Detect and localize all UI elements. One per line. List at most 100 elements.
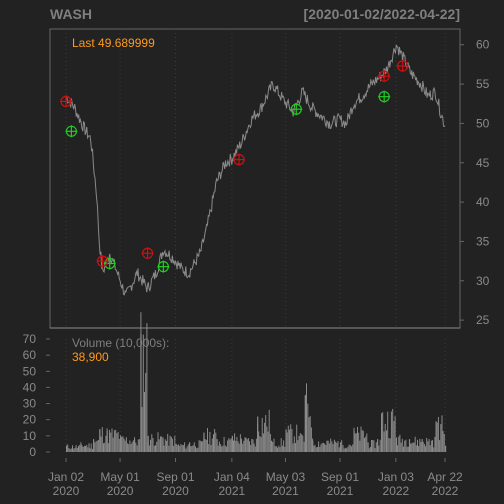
volume-bar	[296, 424, 298, 452]
volume-bars	[66, 312, 447, 452]
volume-bar	[67, 444, 69, 452]
volume-bar	[392, 408, 394, 452]
volume-bar	[158, 439, 160, 452]
volume-bar	[123, 438, 125, 452]
volume-bar	[415, 445, 417, 452]
volume-bar	[223, 437, 225, 452]
volume-bar	[410, 443, 412, 452]
volume-bar	[365, 436, 367, 452]
date-tick-month: Jan 04	[214, 470, 250, 484]
volume-bar	[155, 445, 156, 452]
volume-bar	[230, 438, 232, 452]
volume-bar	[379, 439, 381, 452]
volume-bar	[273, 438, 275, 452]
volume-bar-peak	[244, 439, 246, 452]
volume-bar	[179, 445, 181, 452]
volume-bar	[378, 445, 380, 452]
volume-bar	[328, 443, 330, 452]
volume-bar-peak	[340, 442, 342, 452]
volume-bar	[382, 412, 384, 452]
volume-bar	[316, 447, 318, 452]
sell-signal-marker	[60, 95, 72, 108]
volume-bar	[249, 441, 250, 452]
volume-bar	[349, 445, 351, 452]
volume-bar	[268, 409, 270, 452]
volume-bar	[352, 444, 354, 452]
volume-bar	[279, 447, 281, 452]
volume-bar	[335, 441, 337, 452]
volume-bar	[423, 444, 425, 452]
volume-bar	[144, 391, 145, 452]
volume-bar	[187, 444, 189, 452]
volume-bar	[303, 441, 305, 452]
volume-bar	[337, 441, 339, 452]
volume-bar	[103, 443, 104, 452]
volume-bar	[302, 435, 304, 452]
volume-bar	[104, 442, 106, 452]
volume-bar-peak	[326, 440, 328, 452]
volume-bar	[297, 440, 299, 452]
volume-bar	[330, 438, 332, 452]
volume-bar	[443, 434, 445, 452]
volume-bar	[255, 438, 257, 452]
volume-bar	[247, 438, 249, 452]
volume-bar	[434, 437, 436, 452]
volume-bar	[407, 446, 409, 452]
volume-bar	[121, 436, 123, 452]
volume-bar	[79, 444, 81, 452]
date-tick-month: May 01	[100, 470, 140, 484]
volume-bar	[401, 438, 403, 452]
volume-tick-label: 0	[29, 445, 36, 459]
volume-bar	[362, 430, 364, 452]
volume-bar	[280, 438, 282, 452]
volume-bar	[309, 416, 311, 452]
volume-bar	[261, 417, 263, 452]
volume-bar	[89, 448, 91, 452]
volume-bar	[181, 444, 183, 452]
volume-bar-peak	[257, 416, 259, 452]
volume-bar	[209, 431, 211, 452]
date-tick-year: 2021	[218, 484, 245, 498]
volume-bar	[167, 433, 169, 452]
price-tick-label: 35	[476, 234, 490, 248]
price-tick-label: 50	[476, 116, 490, 130]
volume-bar	[306, 383, 307, 452]
volume-bar	[344, 447, 346, 452]
volume-bar	[321, 442, 323, 452]
volume-bar	[196, 448, 198, 452]
volume-bar	[156, 441, 158, 452]
volume-bar	[364, 437, 365, 452]
volume-bar	[403, 446, 404, 452]
volume-bar	[116, 433, 118, 452]
volume-bar	[72, 445, 73, 452]
volume-bar-peak	[312, 440, 314, 452]
volume-bar-peak	[106, 431, 108, 452]
volume-bar	[372, 439, 374, 452]
volume-bar	[236, 436, 238, 452]
volume-bar	[132, 440, 134, 452]
volume-bar	[383, 431, 385, 452]
date-tick-year: 2020	[162, 484, 189, 498]
volume-bar	[322, 442, 324, 452]
volume-bar	[229, 439, 231, 452]
volume-bar	[87, 447, 89, 452]
volume-bar	[413, 442, 415, 452]
volume-bar	[235, 440, 237, 452]
volume-bar	[185, 448, 187, 452]
volume-bar	[361, 430, 363, 452]
volume-bar-peak	[271, 440, 273, 452]
volume-bar	[197, 447, 199, 452]
volume-bar	[169, 435, 171, 452]
volume-bar	[109, 429, 110, 452]
date-tick-month: Jan 03	[378, 470, 414, 484]
volume-bar-peak	[140, 334, 142, 452]
volume-bar	[213, 434, 214, 452]
volume-bar	[210, 445, 212, 452]
volume-bar	[293, 436, 295, 452]
date-tick-year: 2022	[383, 484, 410, 498]
volume-bar	[82, 447, 84, 452]
date-tick-month: May 03	[266, 470, 306, 484]
volume-bar	[152, 438, 154, 452]
